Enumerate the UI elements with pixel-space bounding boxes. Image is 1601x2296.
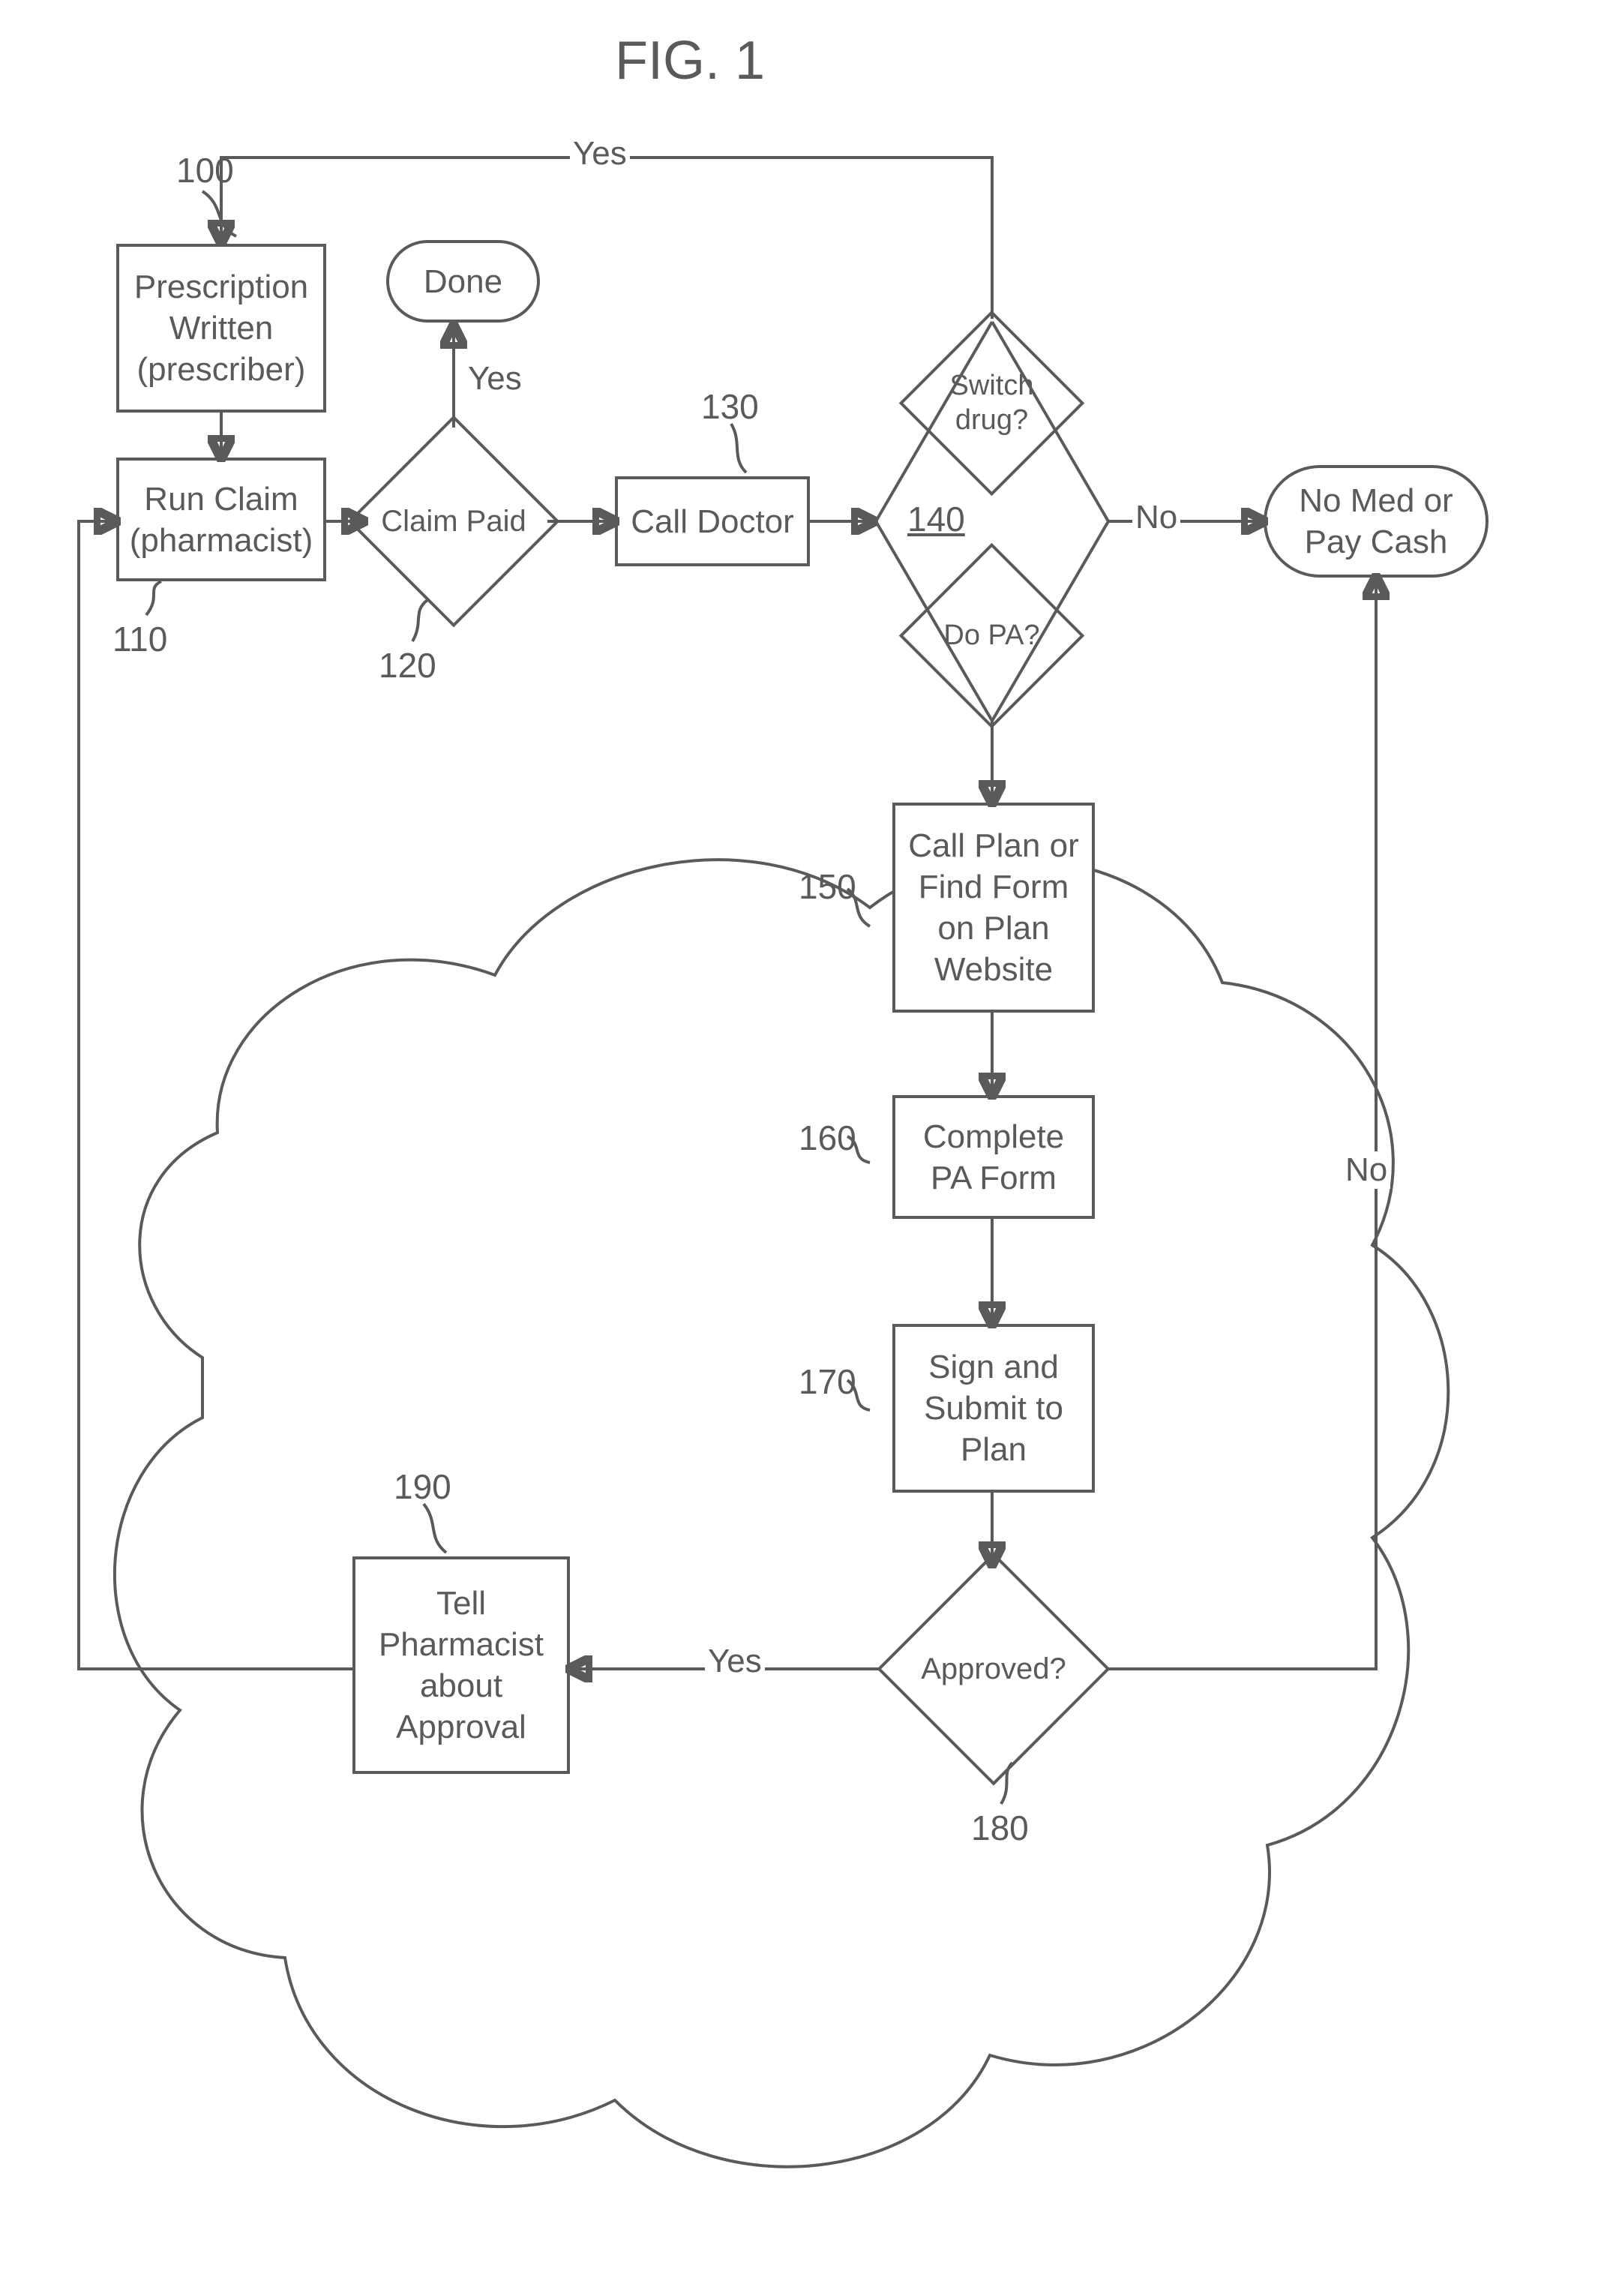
node-call-plan: Call Plan or Find Form on Plan Website [892,803,1095,1013]
ref-100: 100 [176,150,234,191]
node-no-med: No Med or Pay Cash [1264,465,1489,578]
ref-130: 130 [701,386,759,427]
edge-label-yes-top: Yes [570,135,630,173]
edge-label-yes-done: Yes [465,360,525,398]
ref-170: 170 [799,1361,856,1402]
ref-140: 140 [907,499,965,539]
ref-120: 120 [379,645,436,686]
node-claim-paid: Claim Paid [379,446,529,596]
ref-110: 110 [112,619,167,659]
edge-label-no-right: No [1132,499,1180,536]
node-done: Done [386,240,540,323]
node-run-claim: Run Claim (pharmacist) [116,458,326,581]
node-switch-drug: Switch drug? [926,338,1057,469]
node-do-pa: Do PA? [926,570,1057,701]
edge-label-no-approved: No [1342,1151,1390,1189]
node-sign-submit: Sign and Submit to Plan [892,1324,1095,1493]
node-complete-pa: Complete PA Form [892,1095,1095,1219]
node-tell-pharmacist: Tell Pharmacist about Approval [352,1556,570,1774]
node-prescription-written: Prescription Written (prescriber) [116,244,326,413]
node-call-doctor: Call Doctor [615,476,810,566]
flowchart-canvas: FIG. 1 Prescription Written (prescriber)… [30,30,1571,2266]
edge-label-yes-approved: Yes [705,1643,765,1680]
figure-title: FIG. 1 [615,30,765,92]
ref-150: 150 [799,866,856,907]
ref-160: 160 [799,1118,856,1158]
ref-180: 180 [971,1808,1029,1848]
ref-190: 190 [394,1466,451,1507]
node-approved: Approved? [911,1586,1076,1751]
